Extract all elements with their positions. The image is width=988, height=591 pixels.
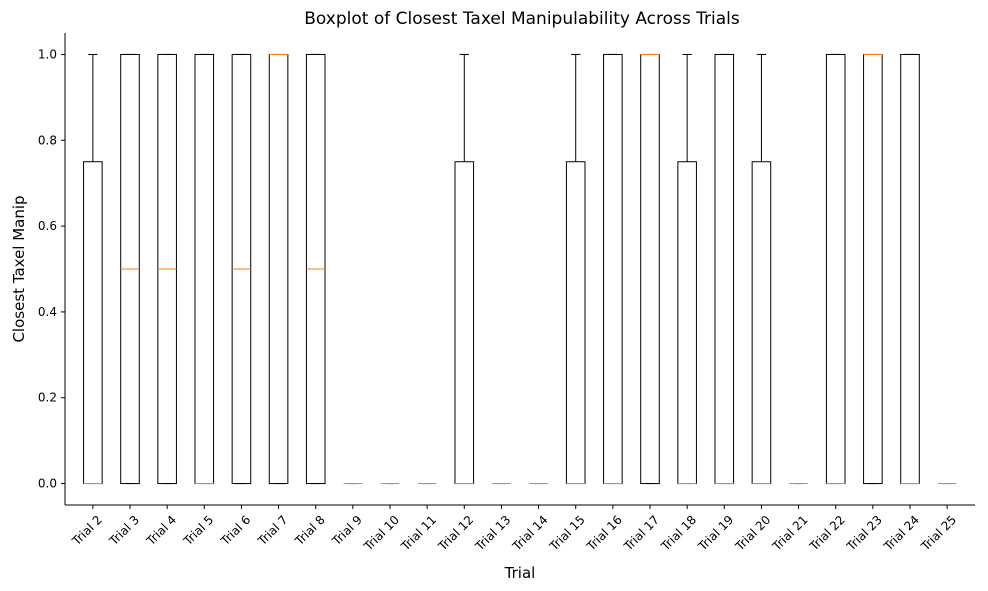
- x-tick-label: Trial 16: [583, 513, 624, 554]
- x-tick-label: Trial 10: [361, 513, 402, 554]
- x-tick-label: Trial 15: [546, 513, 587, 554]
- x-tick-label: Trial 11: [398, 513, 439, 554]
- x-tick-label: Trial 20: [732, 513, 773, 554]
- x-tick-label: Trial 3: [106, 513, 142, 549]
- x-tick-label: Trial 5: [180, 513, 216, 549]
- x-tick-label: Trial 14: [509, 513, 550, 554]
- box-iqr: [268, 53, 289, 485]
- box-iqr: [565, 161, 586, 485]
- x-tick-label: Trial 17: [621, 513, 662, 554]
- y-axis-label: Closest Taxel Manip: [10, 195, 28, 342]
- x-tick-label: Trial 8: [292, 513, 328, 549]
- x-tick-label: Trial 2: [69, 513, 105, 549]
- x-tick-label: Trial 24: [881, 513, 922, 554]
- box-iqr: [900, 53, 920, 485]
- y-tick-label: 0.0: [38, 477, 57, 491]
- box-iqr: [194, 53, 215, 485]
- x-tick-label: Trial 23: [843, 513, 884, 554]
- x-tick-label: Trial 25: [918, 513, 959, 554]
- box-iqr: [714, 53, 735, 485]
- x-axis-label: Trial: [504, 564, 536, 582]
- x-tick-label: Trial 13: [472, 513, 513, 554]
- box-iqr: [863, 53, 883, 485]
- y-tick-label: 0.6: [38, 219, 57, 233]
- y-tick-label: 0.2: [38, 391, 57, 405]
- y-tick-label: 0.4: [38, 305, 57, 319]
- chart-title: Boxplot of Closest Taxel Manipulability …: [304, 9, 740, 29]
- x-tick-label: Trial 6: [217, 513, 253, 549]
- box-iqr: [677, 161, 697, 485]
- x-tick-label: Trial 9: [329, 513, 365, 549]
- x-tick-label: Trial 4: [143, 513, 179, 549]
- y-tick-label: 1.0: [38, 47, 57, 61]
- box-iqr: [603, 53, 623, 485]
- box-iqr: [751, 161, 772, 485]
- box-iqr: [83, 161, 103, 485]
- box-iqr: [825, 53, 846, 485]
- box-iqr: [454, 161, 475, 485]
- box-iqr: [640, 53, 660, 485]
- x-tick-label: Trial 7: [255, 513, 291, 549]
- x-tick-label: Trial 21: [769, 513, 810, 554]
- x-tick-label: Trial 18: [658, 513, 699, 554]
- y-tick-label: 0.8: [38, 133, 57, 147]
- x-tick-label: Trial 22: [806, 513, 847, 554]
- x-tick-label: Trial 19: [695, 513, 736, 554]
- x-tick-label: Trial 12: [435, 513, 476, 554]
